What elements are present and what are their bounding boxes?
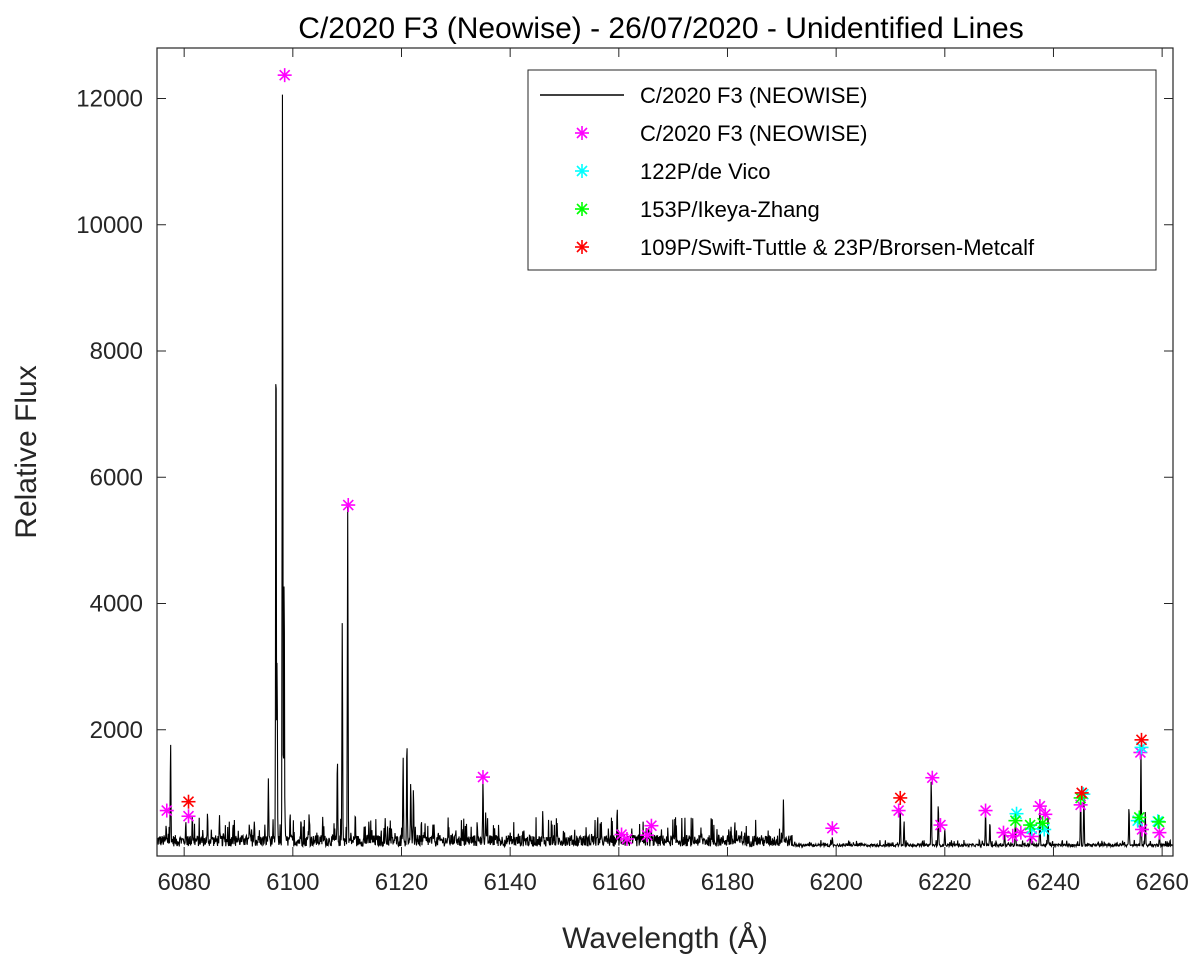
plot-frame [156,47,1174,857]
marker-series-3 [1023,818,1038,833]
y-tick-label: 4000 [90,591,143,618]
legend-label-ikeya-zhang: 153P/Ikeya-Zhang [640,197,820,222]
legend-marker-ikeya-zhang [575,202,589,216]
y-tick-label: 10000 [76,212,143,239]
legend-marker-de-vico [575,164,589,178]
marker-series-1 [619,831,634,846]
marker-series-1 [159,803,174,818]
marker-series-1 [933,818,948,833]
marker-series-1 [1152,825,1167,840]
marker-series-1 [925,770,940,785]
legend-asterisk-icon [575,164,589,178]
marker-layer [159,68,1167,846]
legend-asterisk-icon [575,240,589,254]
x-tick-label: 6260 [1135,869,1188,896]
y-tick-label: 2000 [90,717,143,744]
marker-series-1 [825,821,840,836]
legend-label-swift-tuttle: 109P/Swift-Tuttle & 23P/Brorsen-Metcalf [640,235,1035,260]
marker-series-1 [1032,799,1047,814]
x-tick-label: 6200 [809,869,862,896]
legend-marker-neowise [575,126,589,140]
legend-asterisk-icon [575,126,589,140]
marker-series-4 [1074,785,1089,800]
marker-series-3 [1035,816,1050,831]
marker-series-1 [644,818,659,833]
x-tick-label: 6240 [1027,869,1080,896]
legend-box [527,69,1157,271]
marker-series-1 [341,498,356,513]
legend-label-de-vico: 122P/de Vico [640,159,770,184]
marker-series-1 [1013,825,1028,840]
legend: C/2020 F3 (NEOWISE) C/2020 F3 (NEOWISE) … [527,69,1157,271]
marker-series-1 [181,809,196,824]
marker-series-4 [181,794,196,809]
marker-series-1 [1135,822,1150,837]
x-tick-label: 6160 [592,869,645,896]
y-axis-title: Relative Flux [10,365,43,538]
marker-series-1 [1038,807,1053,822]
y-tick-label: 12000 [76,86,143,113]
legend-label-spectrum: C/2020 F3 (NEOWISE) [640,83,867,108]
x-tick-label: 6100 [266,869,319,896]
marker-series-1 [996,825,1011,840]
x-axis-title: Wavelength (Å) [562,922,768,955]
marker-series-3 [1008,813,1023,828]
marker-series-1 [475,770,490,785]
x-tick-label: 6180 [701,869,754,896]
legend-marker-swift-tuttle [575,240,589,254]
y-tick-label: 8000 [90,338,143,365]
legend-label-neowise: C/2020 F3 (NEOWISE) [640,121,867,146]
chart-title: C/2020 F3 (Neowise) - 26/07/2020 - Unide… [298,12,1023,45]
y-tick-label: 6000 [90,464,143,491]
marker-series-1 [978,803,993,818]
marker-series-1 [891,803,906,818]
marker-series-2 [1037,822,1052,837]
marker-series-4 [893,790,908,805]
x-tick-label: 6120 [375,869,428,896]
spectrum-line [156,94,1174,849]
marker-series-3 [1151,814,1166,829]
x-tick-label: 6140 [483,869,536,896]
ticks-layer: 6080 6100 6120 6140 6160 6180 6200 6220 6240 6260… [76,48,1189,896]
marker-series-1 [277,68,292,83]
marker-series-4 [1134,732,1149,747]
legend-asterisk-icon [575,202,589,216]
x-tick-label: 6080 [157,869,210,896]
x-tick-label: 6220 [918,869,971,896]
spectrum-layer [156,94,1174,849]
marker-series-3 [1132,810,1147,825]
